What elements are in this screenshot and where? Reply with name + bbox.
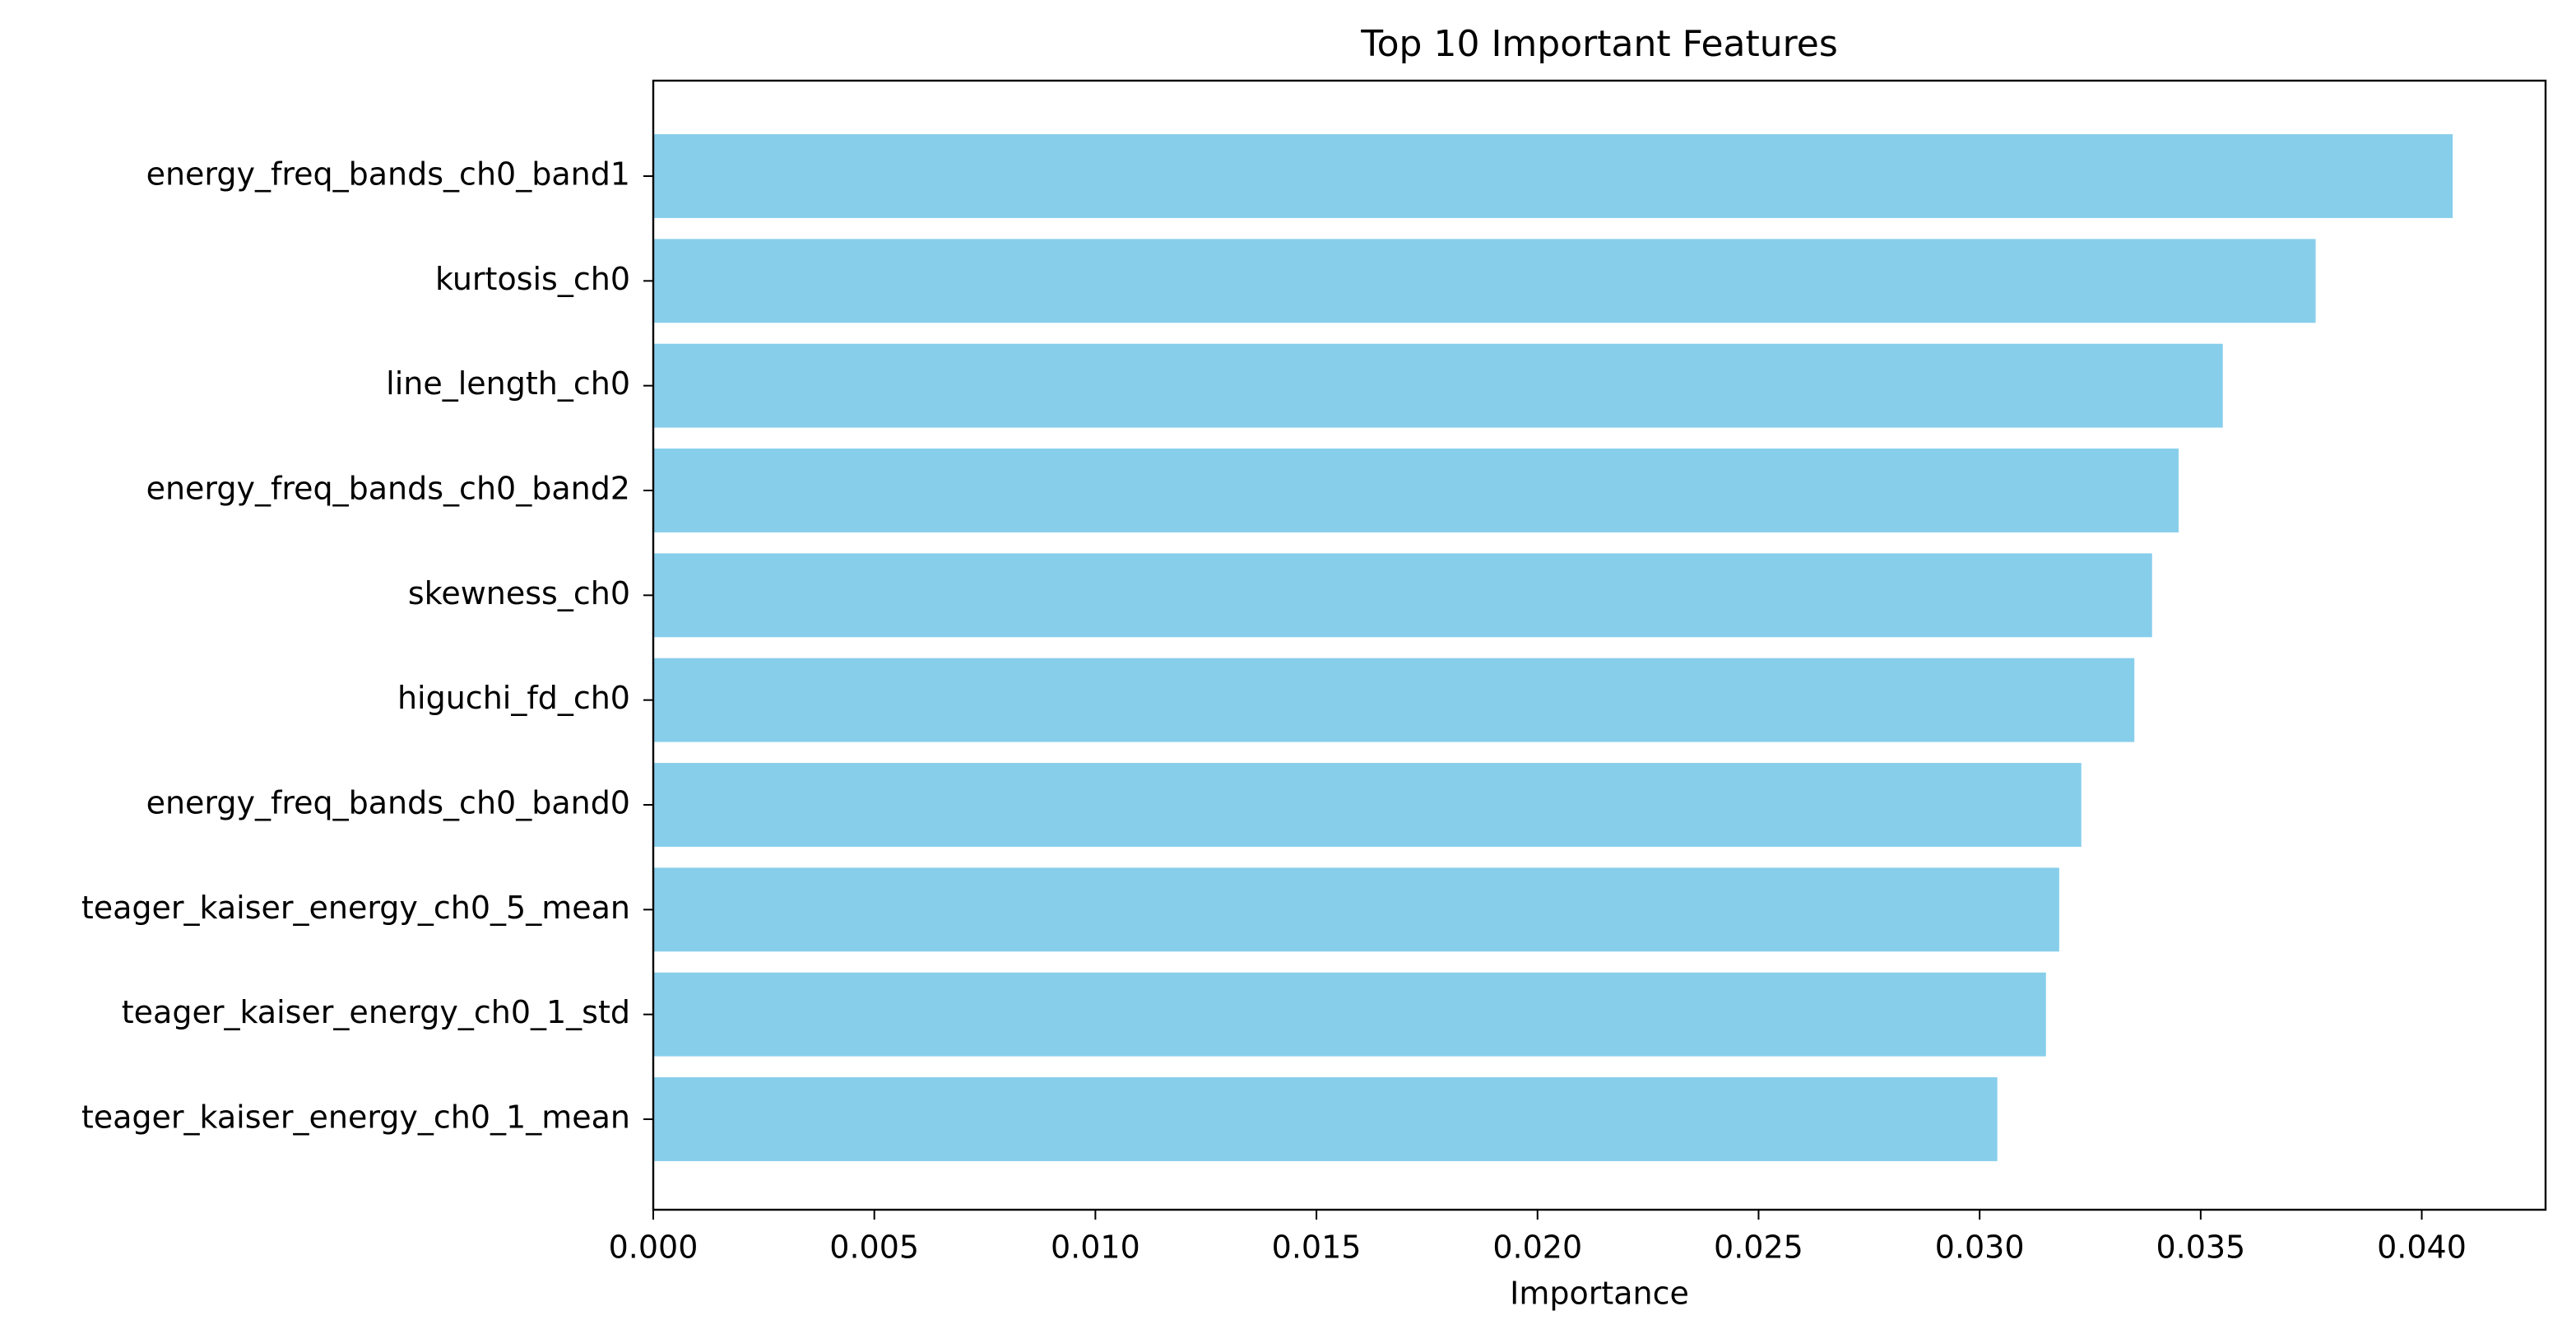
- bar: [653, 134, 2453, 218]
- x-axis-label: Importance: [1510, 1276, 1689, 1312]
- bar: [653, 553, 2152, 638]
- y-tick-label: energy_freq_bands_ch0_band1: [146, 156, 630, 193]
- x-tick-label: 0.015: [1272, 1229, 1362, 1266]
- bar: [653, 1077, 1998, 1161]
- y-tick-label: energy_freq_bands_ch0_band2: [146, 471, 630, 507]
- bar: [653, 972, 2046, 1057]
- x-tick-label: 0.010: [1051, 1229, 1140, 1266]
- y-tick-label: kurtosis_ch0: [435, 261, 630, 297]
- bar: [653, 449, 2179, 532]
- y-tick-label: energy_freq_bands_ch0_band0: [146, 785, 630, 821]
- x-tick-label: 0.030: [1935, 1229, 2025, 1266]
- y-tick-label: higuchi_fd_ch0: [397, 680, 630, 716]
- x-tick-label: 0.040: [2377, 1229, 2467, 1266]
- bar: [653, 239, 2316, 323]
- chart-title: Top 10 Important Features: [1360, 23, 1838, 65]
- y-tick-label: teager_kaiser_energy_ch0_5_mean: [81, 890, 630, 926]
- y-tick-label: teager_kaiser_energy_ch0_1_std: [122, 994, 630, 1030]
- plot-frame: [652, 79, 2547, 1211]
- y-tick-label: line_length_ch0: [386, 365, 630, 402]
- x-tick-label: 0.005: [829, 1229, 919, 1266]
- bar: [653, 763, 2082, 847]
- y-tick-label: skewness_ch0: [408, 575, 630, 611]
- x-tick-label: 0.035: [2156, 1229, 2245, 1266]
- bar: [653, 867, 2059, 952]
- x-tick-label: 0.025: [1714, 1229, 1803, 1266]
- x-tick-label: 0.020: [1492, 1229, 1582, 1266]
- x-tick-label: 0.000: [609, 1229, 699, 1266]
- y-tick-label: teager_kaiser_energy_ch0_1_mean: [81, 1099, 630, 1136]
- bar: [653, 658, 2135, 742]
- bar: [653, 343, 2223, 428]
